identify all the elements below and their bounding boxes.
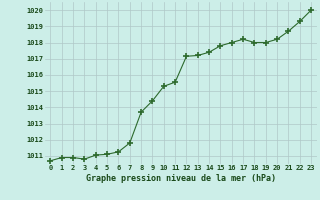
X-axis label: Graphe pression niveau de la mer (hPa): Graphe pression niveau de la mer (hPa) <box>86 174 276 183</box>
